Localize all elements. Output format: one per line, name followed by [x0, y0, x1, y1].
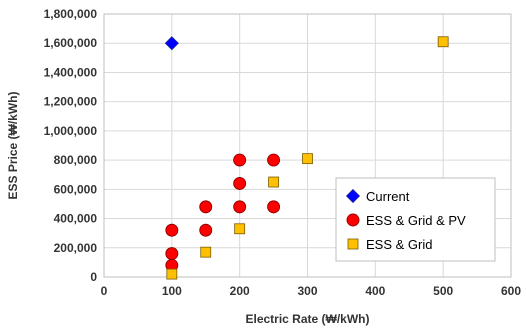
data-point-circle [199, 200, 213, 214]
legend-marker-circle [346, 213, 360, 227]
data-point-square [437, 36, 449, 48]
data-point-circle [233, 200, 247, 214]
legend-label: Current [366, 189, 410, 204]
data-point-square [234, 223, 246, 235]
axis-ticks: 0 100 200 300 400 500 600 0 200,000 400,000 600,00… [44, 7, 522, 298]
plot-area [103, 13, 512, 278]
data-point-circle [165, 223, 179, 237]
legend-box [335, 177, 496, 262]
data-point-square [200, 246, 212, 258]
y-tick-label: 400,000 [54, 212, 98, 226]
y-tick-label: 1,800,000 [44, 7, 98, 21]
legend-label: ESS & Grid [366, 237, 432, 252]
data-point-circle [165, 247, 179, 261]
x-tick-label: 400 [365, 284, 385, 298]
y-tick-label: 1,000,000 [44, 124, 98, 138]
legend: Current ESS & Grid & PV ESS & Grid [335, 177, 496, 262]
y-tick-label: 1,600,000 [44, 36, 98, 50]
x-tick-label: 200 [230, 284, 250, 298]
data-point-square [166, 268, 178, 280]
x-axis-title: Electric Rate (₩/kWh) [245, 312, 369, 326]
data-point-circle [233, 153, 247, 167]
legend-label: ESS & Grid & PV [366, 213, 466, 228]
x-tick-label: 600 [501, 284, 521, 298]
y-tick-label: 1,200,000 [44, 95, 98, 109]
x-tick-label: 0 [101, 284, 108, 298]
data-point-circle [267, 200, 281, 214]
legend-marker-diamond [345, 188, 361, 204]
y-tick-label: 200,000 [54, 241, 98, 255]
y-tick-label: 0 [90, 270, 97, 284]
x-tick-label: 300 [297, 284, 317, 298]
data-point-diamond [164, 36, 179, 51]
data-point-square [268, 176, 279, 188]
data-points [164, 36, 449, 280]
legend-marker-square [347, 238, 359, 250]
y-tick-label: 800,000 [54, 153, 98, 167]
y-axis-title: ESS Price (₩/kWh) [6, 91, 20, 199]
data-point-circle [199, 223, 213, 237]
y-tick-label: 1,400,000 [44, 65, 98, 79]
data-point-circle [233, 177, 247, 190]
x-tick-label: 500 [433, 284, 453, 298]
y-tick-label: 600,000 [54, 182, 98, 196]
x-tick-label: 100 [162, 284, 182, 298]
data-point-square [302, 153, 313, 165]
data-point-circle [267, 153, 281, 167]
